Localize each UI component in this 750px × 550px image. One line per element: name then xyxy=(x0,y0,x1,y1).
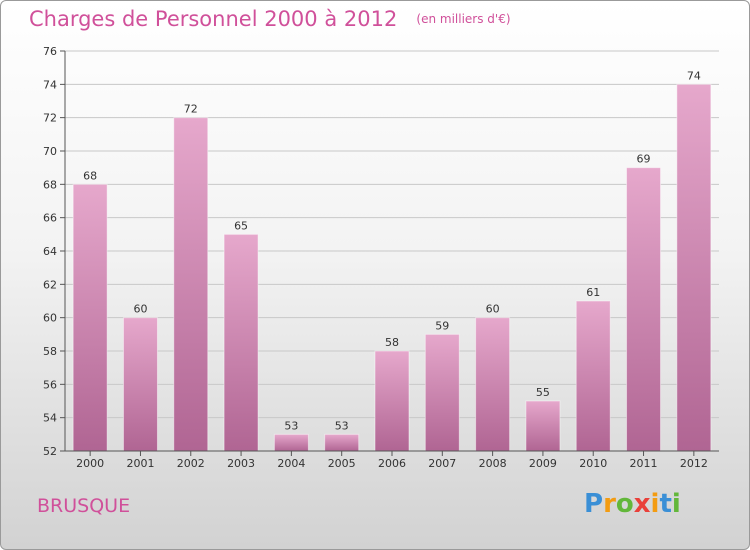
data-labels: 68 60 72 65 53 53 58 59 60 55 61 69 74 xyxy=(83,69,701,432)
chart-title: Charges de Personnel 2000 à 2012 xyxy=(29,7,398,31)
data-label: 59 xyxy=(435,319,449,332)
commune-name: BRUSQUE xyxy=(37,495,131,517)
data-label: 61 xyxy=(586,286,600,299)
data-label: 60 xyxy=(486,303,500,316)
data-label: 53 xyxy=(335,419,349,432)
x-tick-label: 2003 xyxy=(227,457,255,470)
logo-letter: t xyxy=(659,489,672,519)
bar xyxy=(173,117,208,452)
x-tick-label: 2010 xyxy=(579,457,607,470)
y-tick-label: 64 xyxy=(43,245,57,258)
bars xyxy=(72,83,712,452)
data-label: 65 xyxy=(234,219,248,232)
data-label: 60 xyxy=(133,303,147,316)
y-tick-label: 66 xyxy=(43,212,57,225)
bar xyxy=(375,351,409,451)
proxiti-logo: Proxiti xyxy=(584,489,681,519)
x-tick-label: 2009 xyxy=(529,457,557,470)
x-tick-label: 2007 xyxy=(428,457,456,470)
logo-letter: r xyxy=(603,489,616,519)
x-tick-label: 2008 xyxy=(479,457,507,470)
data-label: 53 xyxy=(284,419,298,432)
data-label: 68 xyxy=(83,169,97,182)
y-tick-label: 74 xyxy=(43,78,57,91)
bar xyxy=(425,334,460,451)
chart-title-block: Charges de Personnel 2000 à 2012 (en mil… xyxy=(29,7,511,31)
y-tick-label: 56 xyxy=(43,378,57,391)
y-tick-label: 58 xyxy=(43,345,57,358)
x-tick-labels: 2000 2001 2002 2003 2004 2005 2006 2007 2008 2009… xyxy=(76,451,708,470)
bar xyxy=(274,434,309,451)
y-tick-label: 52 xyxy=(43,445,57,458)
data-label: 55 xyxy=(536,386,550,399)
y-tick-labels: 52 54 56 58 60 62 64 66 68 70 72 74 76 xyxy=(43,45,65,458)
data-label: 58 xyxy=(385,336,399,349)
y-tick-label: 68 xyxy=(43,178,57,191)
x-tick-label: 2012 xyxy=(680,457,708,470)
x-tick-label: 2002 xyxy=(177,457,205,470)
bar xyxy=(475,317,510,451)
bar xyxy=(525,401,560,451)
logo-letter: o xyxy=(615,489,634,519)
bar xyxy=(626,167,661,451)
logo-letter: i xyxy=(671,489,681,519)
bar xyxy=(676,84,711,451)
y-tick-label: 72 xyxy=(43,112,57,125)
y-tick-label: 70 xyxy=(43,145,57,158)
logo-letter: i xyxy=(650,489,660,519)
logo-letter: x xyxy=(633,489,651,519)
x-tick-label: 2011 xyxy=(630,457,658,470)
data-label: 74 xyxy=(687,69,701,82)
bar xyxy=(576,301,611,451)
data-label: 69 xyxy=(637,153,651,166)
x-tick-label: 2001 xyxy=(126,457,154,470)
bar xyxy=(324,434,359,451)
x-tick-label: 2000 xyxy=(76,457,104,470)
y-tick-label: 62 xyxy=(43,278,57,291)
y-tick-label: 76 xyxy=(43,45,57,58)
x-tick-label: 2006 xyxy=(378,457,406,470)
y-tick-label: 54 xyxy=(43,412,57,425)
bar xyxy=(123,317,158,451)
chart-unit: (en milliers d'€) xyxy=(416,12,511,26)
y-tick-label: 60 xyxy=(43,312,57,325)
data-label: 72 xyxy=(184,103,198,116)
bar xyxy=(73,184,108,452)
logo-letter: P xyxy=(584,489,604,519)
x-tick-label: 2005 xyxy=(328,457,356,470)
bar xyxy=(224,234,259,451)
x-tick-label: 2004 xyxy=(277,457,305,470)
